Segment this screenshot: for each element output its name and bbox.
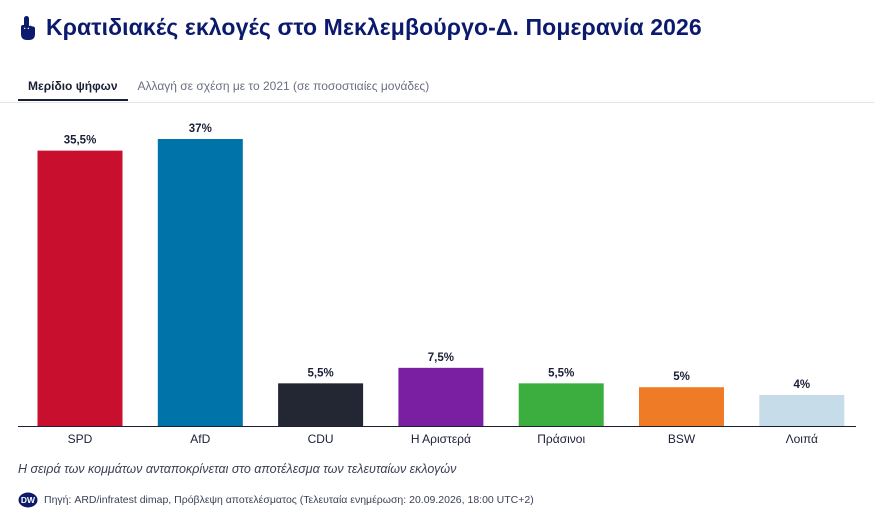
- category-label-cdu: CDU: [308, 432, 334, 446]
- data-label-bsw: 5%: [673, 371, 690, 383]
- svg-text:DW: DW: [21, 495, 36, 505]
- data-label-πράσινοι: 5,5%: [548, 367, 574, 379]
- category-label-spd: SPD: [68, 432, 93, 446]
- category-label-η-αριστερά: Η Αριστερά: [411, 432, 471, 446]
- bar-bsw: [639, 387, 724, 426]
- data-label-spd: 35,5%: [64, 135, 97, 147]
- bar-cdu: [278, 383, 364, 426]
- category-label-λοιπά: Λοιπά: [786, 432, 818, 446]
- ordering-note: Η σειρά των κομμάτων ανταποκρίνεται στο …: [18, 462, 457, 476]
- tab-change-since-2021[interactable]: Αλλαγή σε σχέση με το 2021 (σε ποσοστιαί…: [137, 79, 430, 93]
- category-label-afd: AfD: [190, 432, 210, 446]
- category-label-πράσινοι: Πράσινοι: [537, 432, 585, 446]
- tab-bar: Μερίδιο ψήφων Αλλαγή σε σχέση με το 2021…: [18, 79, 439, 101]
- bar-η-αριστερά: [398, 367, 484, 426]
- bar-πράσινοι: [518, 383, 604, 426]
- pointing-hand-icon: [21, 15, 35, 40]
- data-label-λοιπά: 4%: [793, 379, 810, 391]
- bar-afd: [157, 139, 243, 426]
- chart-title: Κρατιδιακές εκλογές στο Μεκλεμβούργο-Δ. …: [46, 14, 702, 40]
- source-line: DW Πηγή: ARD/infratest dimap, Πρόβλεψη α…: [18, 492, 534, 508]
- dw-logo-icon: DW: [18, 492, 38, 508]
- data-label-afd: 37%: [189, 123, 212, 135]
- source-text: Πηγή: ARD/infratest dimap, Πρόβλεψη αποτ…: [44, 494, 534, 506]
- bar-chart: 35,5% SPD 37% AfD 5,5% CDU 7,5% Η Αριστερά 5,5% Π…: [18, 123, 856, 446]
- tab-vote-share[interactable]: Μερίδιο ψήφων: [18, 79, 128, 101]
- bar-λοιπά: [759, 394, 845, 426]
- bar-spd: [37, 150, 123, 426]
- chart-header: Κρατιδιακές εκλογές στο Μεκλεμβούργο-Δ. …: [18, 14, 702, 41]
- category-label-bsw: BSW: [668, 432, 696, 446]
- tab-divider: [0, 102, 874, 103]
- data-label-cdu: 5,5%: [307, 367, 333, 379]
- data-label-η-αριστερά: 7,5%: [428, 352, 454, 364]
